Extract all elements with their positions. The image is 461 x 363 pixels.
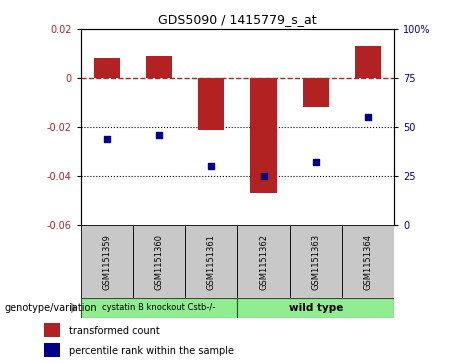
Bar bbox=[355, 46, 381, 78]
Bar bbox=[185, 225, 237, 299]
Bar bbox=[237, 298, 394, 318]
Bar bbox=[44, 323, 60, 338]
Text: percentile rank within the sample: percentile rank within the sample bbox=[69, 346, 234, 356]
Bar bbox=[303, 78, 329, 107]
Point bbox=[364, 114, 372, 120]
Title: GDS5090 / 1415779_s_at: GDS5090 / 1415779_s_at bbox=[158, 13, 317, 26]
Point bbox=[312, 159, 319, 165]
Text: cystatin B knockout Cstb-/-: cystatin B knockout Cstb-/- bbox=[102, 303, 216, 312]
Text: GSM1151361: GSM1151361 bbox=[207, 234, 216, 290]
Bar bbox=[342, 225, 394, 299]
Bar bbox=[81, 225, 133, 299]
Text: wild type: wild type bbox=[289, 303, 343, 313]
Point bbox=[260, 173, 267, 179]
Text: GSM1151362: GSM1151362 bbox=[259, 234, 268, 290]
Bar bbox=[146, 56, 172, 78]
Bar bbox=[290, 225, 342, 299]
Bar bbox=[44, 343, 60, 357]
Point bbox=[103, 136, 111, 142]
Bar bbox=[81, 298, 237, 318]
Bar bbox=[94, 58, 120, 78]
Text: GSM1151364: GSM1151364 bbox=[364, 234, 372, 290]
Bar bbox=[133, 225, 185, 299]
Bar bbox=[237, 225, 290, 299]
Point bbox=[155, 132, 163, 138]
Text: transformed count: transformed count bbox=[69, 326, 160, 336]
Bar bbox=[250, 78, 277, 193]
Point bbox=[207, 163, 215, 169]
Polygon shape bbox=[71, 303, 76, 313]
Text: GSM1151360: GSM1151360 bbox=[154, 234, 164, 290]
Text: genotype/variation: genotype/variation bbox=[5, 303, 97, 313]
Bar bbox=[198, 78, 225, 130]
Text: GSM1151363: GSM1151363 bbox=[311, 234, 320, 290]
Text: GSM1151359: GSM1151359 bbox=[102, 234, 111, 290]
